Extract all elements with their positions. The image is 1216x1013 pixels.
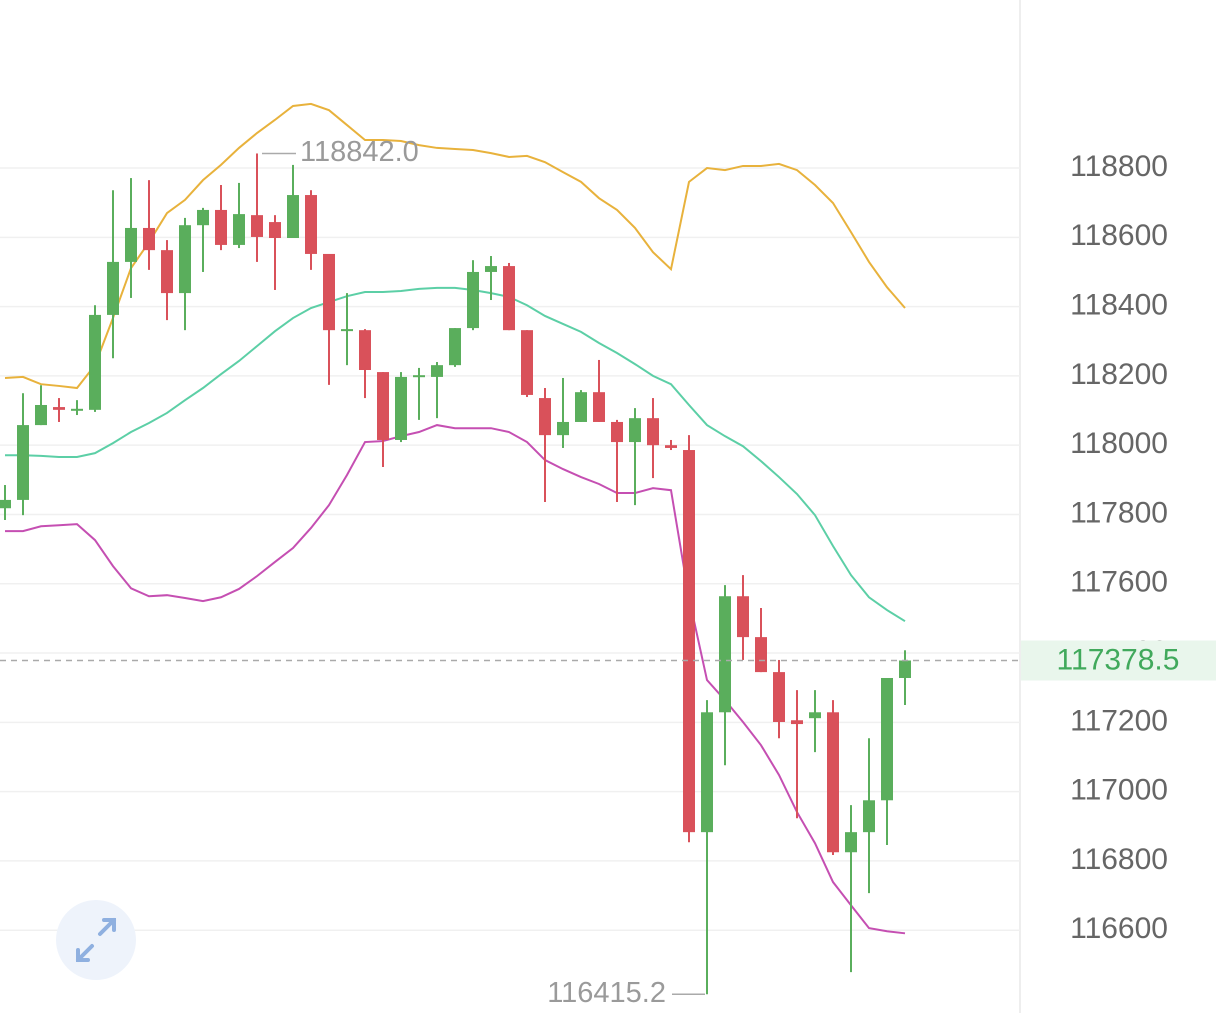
annotation-label: 118842.0 xyxy=(300,136,419,168)
last-price-box xyxy=(1021,640,1216,681)
expand-icon[interactable] xyxy=(76,918,116,962)
candle-body xyxy=(197,209,209,226)
candle-body xyxy=(485,266,497,272)
candle-body xyxy=(449,328,461,366)
candle-body xyxy=(269,222,281,239)
candle-body xyxy=(881,677,893,801)
candle-body xyxy=(575,392,587,422)
candle-body xyxy=(431,365,443,377)
candle-body xyxy=(899,660,911,678)
candle-body xyxy=(773,672,785,722)
candle-body xyxy=(377,372,389,440)
y-tick-label: 117200 xyxy=(1070,704,1168,737)
candle-body xyxy=(323,253,335,331)
y-tick-label: 117600 xyxy=(1070,566,1168,599)
band-line xyxy=(5,424,906,935)
candle-body xyxy=(35,404,47,426)
y-tick-label: 118600 xyxy=(1070,219,1168,252)
y-tick-label: 118000 xyxy=(1070,427,1168,460)
y-tick-label: 118400 xyxy=(1070,289,1168,322)
y-tick-label: 116800 xyxy=(1070,843,1168,876)
candle-body xyxy=(0,499,11,509)
candle-body xyxy=(539,398,551,436)
candle-body xyxy=(827,712,839,853)
candle-body xyxy=(179,225,191,294)
candle-body xyxy=(557,421,569,436)
y-tick-label: 118800 xyxy=(1070,150,1168,183)
last-price-label: 117378.5 xyxy=(1057,643,1180,676)
candle-body xyxy=(161,250,173,294)
candle-body xyxy=(791,720,803,725)
y-tick-label: 118200 xyxy=(1070,358,1168,391)
candle-body xyxy=(107,261,119,315)
candle-body xyxy=(125,227,137,262)
candle-body xyxy=(755,637,767,673)
candle-body xyxy=(215,209,227,245)
candle-body xyxy=(647,418,659,446)
candle-body xyxy=(611,421,623,443)
candle-body xyxy=(359,330,371,371)
band-line xyxy=(5,286,906,623)
y-tick-label: 116600 xyxy=(1070,912,1168,945)
candle-body xyxy=(629,418,641,443)
y-tick-label: 117000 xyxy=(1070,774,1168,807)
candle-body xyxy=(143,227,155,251)
expand-button[interactable] xyxy=(56,900,136,980)
candle-body xyxy=(413,375,425,378)
candle-body xyxy=(521,330,533,395)
candle-body xyxy=(53,407,65,410)
candle-body xyxy=(467,271,479,329)
candle-body xyxy=(341,329,353,332)
candle-body xyxy=(395,376,407,440)
candle-body xyxy=(845,832,857,853)
expand-button-bg[interactable] xyxy=(56,900,136,980)
annotation-label: 116415.2 xyxy=(547,977,666,1009)
candle-body xyxy=(71,408,83,411)
candle-body xyxy=(287,195,299,239)
candle-body xyxy=(665,445,677,448)
candle-body xyxy=(683,450,695,833)
candle-body xyxy=(305,195,317,254)
candle-body xyxy=(737,596,749,638)
candle-body xyxy=(701,712,713,833)
y-tick-label: 117800 xyxy=(1070,496,1168,529)
candle-body xyxy=(89,314,101,410)
candle-body xyxy=(251,215,263,237)
candle-body xyxy=(17,425,29,500)
candle-body xyxy=(719,596,731,713)
candle-body xyxy=(863,800,875,833)
candle-body xyxy=(593,392,605,422)
candle-body xyxy=(503,266,515,331)
candle-body xyxy=(809,712,821,719)
candle-body xyxy=(233,214,245,245)
